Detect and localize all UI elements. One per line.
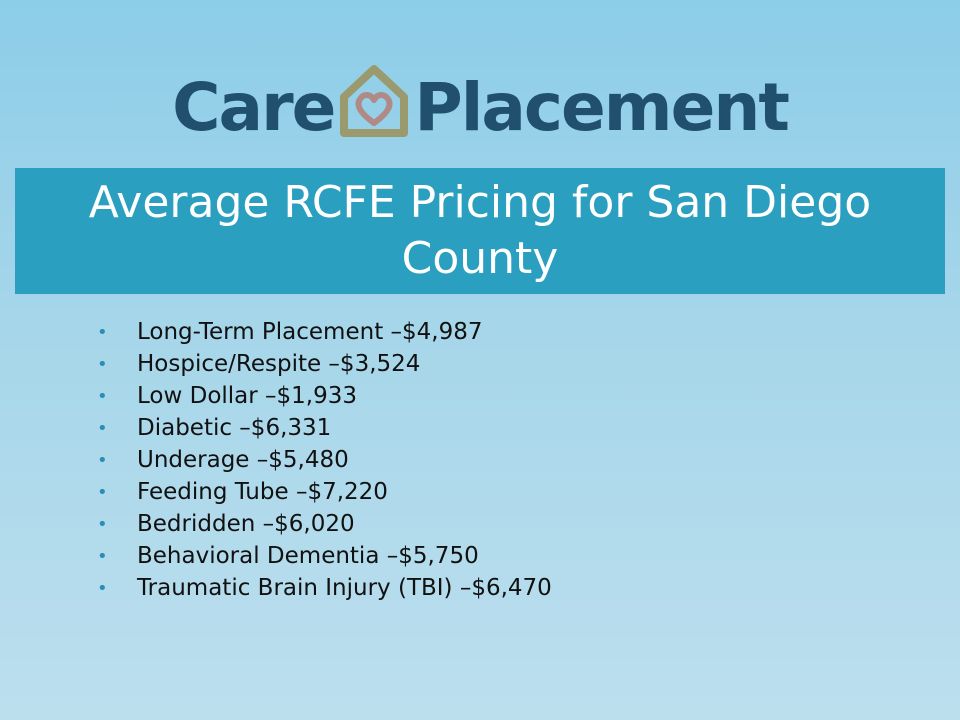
list-item: • Diabetic –$6,331 xyxy=(93,412,552,444)
list-item: • Low Dollar –$1,933 xyxy=(93,380,552,412)
list-item: • Traumatic Brain Injury (TBI) –$6,470 xyxy=(93,572,552,604)
list-item-text: Low Dollar –$1,933 xyxy=(137,383,358,409)
list-item-text: Hospice/Respite –$3,524 xyxy=(137,351,421,377)
careplacement-logo: Care Placement xyxy=(0,62,960,152)
list-item-text: Underage –$5,480 xyxy=(137,447,349,473)
logo-word-care: Care xyxy=(172,68,336,146)
list-item: • Feeding Tube –$7,220 xyxy=(93,476,552,508)
bullet-icon: • xyxy=(97,417,108,439)
list-item-text: Traumatic Brain Injury (TBI) –$6,470 xyxy=(137,575,552,601)
list-item-text: Feeding Tube –$7,220 xyxy=(137,479,388,505)
title-band: Average RCFE Pricing for San Diego Count… xyxy=(15,168,945,294)
bullet-icon: • xyxy=(97,545,108,567)
logo-word-placement: Placement xyxy=(414,68,789,146)
bullet-icon: • xyxy=(97,513,108,535)
list-item: • Behavioral Dementia –$5,750 xyxy=(93,540,552,572)
list-item: • Bedridden –$6,020 xyxy=(93,508,552,540)
list-item-text: Long-Term Placement –$4,987 xyxy=(137,319,483,345)
list-item-text: Bedridden –$6,020 xyxy=(137,511,355,537)
bullet-icon: • xyxy=(97,385,108,407)
list-item: • Long-Term Placement –$4,987 xyxy=(93,316,552,348)
house-heart-icon xyxy=(338,61,410,141)
bullet-icon: • xyxy=(97,321,108,343)
bullet-icon: • xyxy=(97,481,108,503)
list-item-text: Diabetic –$6,331 xyxy=(137,415,332,441)
list-item: • Hospice/Respite –$3,524 xyxy=(93,348,552,380)
bullet-icon: • xyxy=(97,449,108,471)
bullet-icon: • xyxy=(97,577,108,599)
list-item-text: Behavioral Dementia –$5,750 xyxy=(137,543,479,569)
pricing-list: • Long-Term Placement –$4,987 • Hospice/Res… xyxy=(93,316,552,604)
slide-title: Average RCFE Pricing for San Diego Count… xyxy=(88,177,872,284)
list-item: • Underage –$5,480 xyxy=(93,444,552,476)
bullet-icon: • xyxy=(97,353,108,375)
